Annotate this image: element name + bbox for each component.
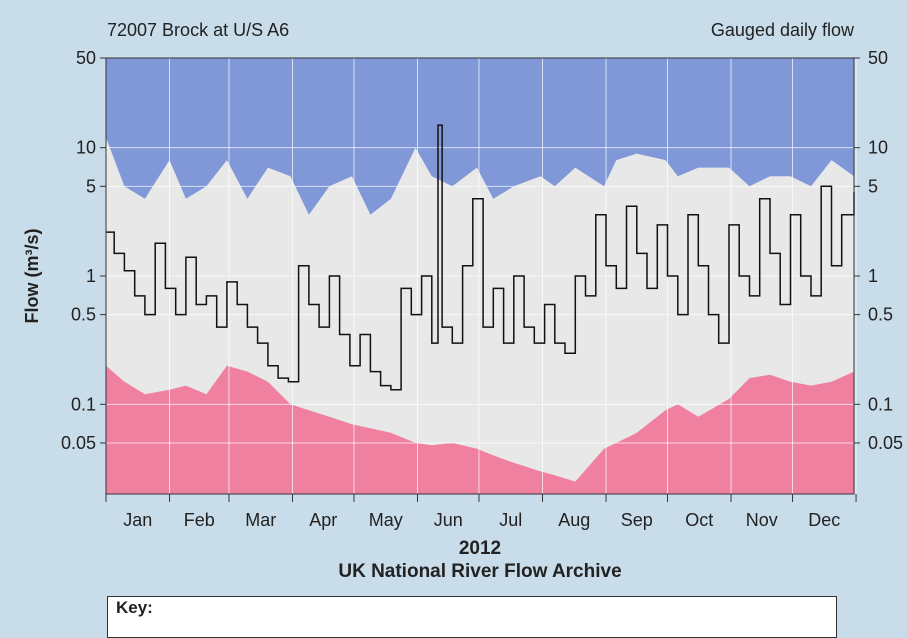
y-tick-label-left: 10 (76, 138, 96, 158)
flow-type-label: Gauged daily flow (710, 20, 854, 40)
y-tick-label-left: 0.5 (71, 305, 96, 325)
x-tick-label: Sep (621, 510, 653, 530)
y-tick-label-right: 10 (868, 138, 888, 158)
min-flow-band (106, 365, 854, 494)
y-tick-label-right: 0.05 (868, 433, 903, 453)
y-tick-label-right: 50 (868, 48, 888, 68)
y-tick-label-left: 1 (86, 266, 96, 286)
y-tick-label-left: 0.1 (71, 394, 96, 414)
x-tick-label: Oct (685, 510, 713, 530)
max-flow-band (106, 58, 854, 215)
x-tick-label: Jul (499, 510, 522, 530)
x-tick-label: Mar (245, 510, 276, 530)
key-box: Key: (107, 596, 837, 638)
key-label: Key: (116, 598, 153, 617)
x-tick-label: Jan (123, 510, 152, 530)
x-tick-label: Nov (746, 510, 778, 530)
y-tick-label-right: 5 (868, 176, 878, 196)
x-tick-label: Apr (309, 510, 337, 530)
y-tick-label-right: 0.5 (868, 305, 893, 325)
x-tick-label: Feb (184, 510, 215, 530)
archive-label: UK National River Flow Archive (338, 561, 622, 582)
x-tick-label: Jun (434, 510, 463, 530)
y-tick-label-right: 0.1 (868, 394, 893, 414)
y-tick-label-right: 1 (868, 266, 878, 286)
x-tick-label: Dec (808, 510, 840, 530)
year-label: 2012 (458, 538, 502, 559)
y-tick-label-left: 5 (86, 176, 96, 196)
x-tick-label: May (369, 510, 403, 530)
x-tick-label: Aug (558, 510, 590, 530)
flow-series-line (106, 124, 855, 391)
station-title: 72007 Brock at U/S A6 (107, 20, 290, 40)
y-tick-label-left: 0.05 (61, 433, 96, 453)
y-axis-label: Flow (m³/s) (22, 229, 42, 324)
y-tick-label-left: 50 (76, 48, 96, 68)
flow-chart: 50 50 10 10 5 5 1 1 0.5 0.5 0.1 0.1 0.05 0.05 Jan Feb Ma… (22, 48, 903, 530)
